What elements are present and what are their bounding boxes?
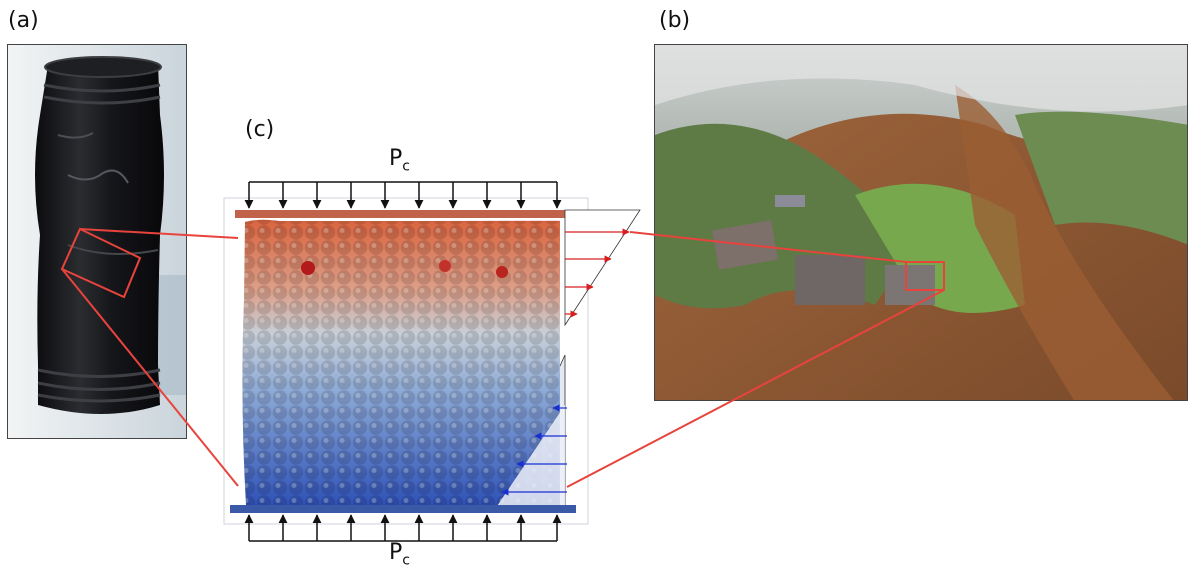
zoom-box-sample	[60, 227, 142, 299]
panel-label-b: (b)	[659, 8, 691, 33]
pressure-symbol: P	[389, 540, 403, 565]
bottom-platen	[230, 505, 576, 513]
shear-arrows-left	[501, 404, 567, 496]
panel-label-a: (a)	[8, 8, 39, 33]
shear-arrows-right	[565, 228, 630, 318]
zoom-connectors	[61, 228, 945, 488]
pressure-subscript: c	[402, 552, 410, 569]
bottom-pressure-arrows	[244, 514, 562, 542]
confining-pressure-label-top: Pc	[389, 146, 410, 174]
rubber-membrane-sample-image	[8, 45, 186, 438]
pressure-symbol: P	[389, 146, 403, 171]
top-platen	[235, 210, 568, 218]
panel-label-c: (c)	[245, 117, 275, 142]
pressure-subscript: c	[402, 158, 410, 175]
highlight-particle	[496, 266, 508, 278]
zoom-box-landslide	[905, 261, 945, 291]
displacement-profile-upper	[564, 209, 641, 327]
top-pressure-arrows	[244, 181, 562, 209]
granular-assembly	[242, 219, 561, 505]
highlight-particle	[301, 261, 315, 275]
highlight-particle	[439, 260, 451, 272]
confining-pressure-label-bottom: Pc	[389, 540, 410, 568]
sample-frame	[223, 197, 589, 525]
landslide-aerial-image	[655, 45, 1187, 400]
sample-photo	[7, 44, 187, 439]
landslide-photo	[654, 44, 1188, 401]
